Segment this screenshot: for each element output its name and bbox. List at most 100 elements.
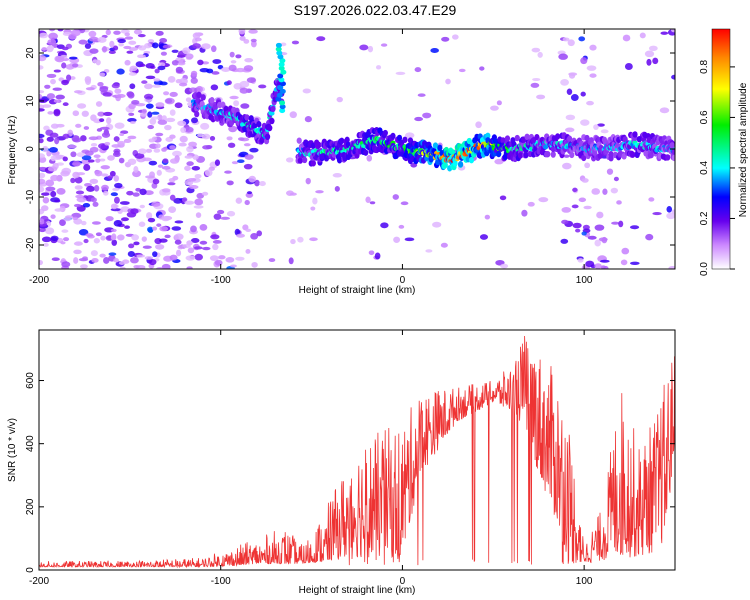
spectrogram-noise-cell (130, 257, 139, 264)
spectrogram-noise-cell (169, 145, 176, 150)
spectrogram-noise-cell (88, 136, 99, 141)
spectrogram-noise-cell (151, 84, 162, 88)
spectrogram-noise-cell (580, 57, 588, 65)
snr-series-line (39, 335, 675, 569)
spectrogram-feature-cell (278, 65, 285, 71)
spectrogram-noise-cell (432, 221, 442, 228)
spectrogram-noise-cell (154, 68, 160, 74)
spectrogram-noise-cell (530, 82, 540, 88)
spectrogram-noise-cell (161, 263, 171, 269)
spectrogram-noise-cell (392, 194, 399, 200)
spectrogram-noise-cell (110, 235, 117, 241)
spectrogram-noise-cell (116, 140, 126, 145)
spectrogram-noise-cell (129, 83, 136, 90)
spectrogram-noise-cell (181, 197, 188, 203)
spectrogram-noise-cell (243, 163, 253, 170)
spectrogram-noise-cell (75, 123, 82, 128)
spectrogram-noise-cell (400, 201, 409, 206)
spectrogram-noise-cell (39, 32, 49, 39)
spectrogram-noise-cell (648, 197, 655, 202)
spectrogram-noise-cell (60, 170, 70, 177)
spectrogram-noise-cell (200, 122, 210, 130)
spectrogram-noise-cell (54, 137, 60, 145)
spectrogram-noise-cell (113, 219, 123, 227)
spectrogram-noise-cell (213, 213, 222, 220)
spectrogram-noise-cell (190, 237, 200, 244)
spectrogram-ridge-cell (382, 129, 388, 137)
spectrogram-noise-cell (175, 66, 184, 74)
spectrogram-noise-cell (190, 77, 198, 84)
spectrogram-noise-cell (53, 69, 61, 73)
spectrogram-noise-cell (365, 196, 371, 203)
spectrogram-noise-cell (366, 154, 373, 162)
spectrogram-noise-cell (155, 102, 165, 108)
spectrogram-noise-cell (230, 60, 237, 64)
spectrogram-noise-cell (147, 111, 153, 118)
spectrogram-ytick-label: -20 (25, 237, 36, 252)
spectrogram-noise-cell (199, 223, 208, 231)
spectrogram-noise-cell (118, 42, 124, 47)
colorbar: 0.0 0.2 0.4 0.6 0.8 Normalized spectral ampl… (699, 28, 749, 276)
spectrogram-ridge-cell (468, 156, 475, 164)
chart-title: S197.2026.022.03.47.E29 (294, 2, 457, 18)
snr-panel: -200 -100 0 100 0 200 400 600 Height of straig… (7, 329, 676, 596)
spectrogram-noise-cell (61, 46, 69, 51)
spectrogram-noise-cell (244, 57, 254, 63)
spectrogram-noise-cell (93, 238, 100, 244)
spectrogram-ridge-cell (269, 117, 275, 125)
spectrogram-noise-cell (73, 203, 82, 208)
spectrogram-noise-cell (73, 241, 83, 246)
spectrogram-noise-cell (51, 257, 60, 262)
spectrogram-noise-cell (114, 122, 125, 129)
spectrogram-feature-cell (280, 69, 287, 75)
spectrogram-noise-cell (245, 249, 251, 254)
spectrogram-noise-cell (73, 90, 83, 94)
spectrogram-ridge-cell (581, 154, 587, 162)
spectrogram-noise-cell (214, 159, 221, 167)
spectrogram-noise-cell (72, 137, 82, 143)
spectrogram-noise-cell (161, 216, 170, 222)
spectrogram-noise-cell (161, 147, 167, 152)
spectrogram-noise-cell (39, 93, 43, 100)
spectrogram-noise-cell (150, 116, 160, 120)
spectrogram-noise-cell (69, 76, 76, 80)
spectrogram-noise-cell (114, 88, 122, 94)
spectrogram-noise-cell (175, 249, 182, 257)
spectrogram-noise-cell (45, 179, 55, 187)
spectrogram-noise-cell (149, 118, 157, 125)
spectrogram-noise-cell (55, 56, 65, 63)
spectrogram-noise-cell (112, 151, 121, 157)
spectrogram-noise-cell (91, 258, 99, 263)
spectrogram-noise-cell (139, 204, 146, 209)
spectrogram-noise-cell (193, 246, 203, 250)
spectrogram-ridge-cell (390, 132, 396, 140)
spectrogram-ridge-cell (608, 151, 614, 158)
spectrogram-noise-cell (103, 257, 110, 264)
spectrogram-ridge-cell (432, 142, 439, 149)
spectrogram-noise-cell (585, 260, 595, 267)
spectrogram-noise-cell (72, 110, 80, 117)
spectrogram-noise-cell (106, 117, 112, 125)
spectrogram-feature-cell (279, 88, 286, 94)
spectrogram-ridge-cell (336, 157, 343, 164)
spectrogram-feature-cell (278, 77, 285, 83)
spectrogram-ytick-label: -10 (25, 189, 36, 204)
spectrogram-noise-cell (55, 94, 65, 100)
spectrogram-noise-cell (112, 45, 119, 51)
spectrogram-noise-cell (143, 93, 154, 100)
spectrogram-noise-cell (227, 142, 236, 148)
spectrogram-feature-cell (275, 46, 282, 52)
spectrogram-noise-cell (123, 138, 132, 144)
spectrogram-noise-cell (168, 206, 177, 213)
spectrogram-noise-cell (99, 118, 105, 123)
spectrogram-noise-cell (188, 184, 199, 190)
spectrogram-noise-cell (243, 38, 250, 44)
spectrogram-noise-cell (61, 229, 69, 233)
snr-y-axis: 0 200 400 600 (25, 372, 675, 573)
spectrogram-noise-cell (167, 75, 176, 83)
spectrogram-noise-cell (192, 43, 201, 49)
spectrogram-xtick-label: -100 (211, 275, 231, 286)
spectrogram-noise-cell (233, 100, 240, 107)
spectrogram-noise-cell (500, 263, 509, 269)
